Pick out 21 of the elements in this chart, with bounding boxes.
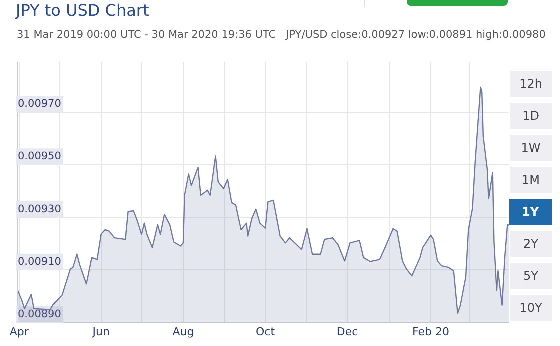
y-tick-label: 0.00890 [18, 308, 62, 321]
text: 1D [510, 103, 552, 129]
y-tick-label: 0.00910 [18, 256, 62, 268]
text: 12h [510, 71, 552, 97]
x-tick-label: Jun [92, 325, 110, 338]
y-tick-label: 0.00930 [18, 203, 62, 216]
y-tick-label: 0.00970 [18, 98, 62, 110]
text: 1M [510, 167, 552, 193]
chart-subtitle: 31 Mar 2019 00:00 UTC - 30 Mar 2020 19:36 UTC JPY/USD close:0.00927 low:0.00891 high:0.00980 [17, 29, 546, 41]
x-tick-label: Oct [256, 325, 276, 338]
x-tick-label: Feb 20 [412, 325, 450, 338]
text: 10Y [510, 295, 552, 321]
text: 2Y [510, 231, 552, 257]
x-tick-label: Aug [172, 325, 194, 338]
x-tick-label: Dec [336, 325, 358, 338]
x-tick-label: Apr [10, 325, 30, 338]
chart-title: JPY to USD Chart [16, 1, 150, 20]
text: 5Y [510, 263, 552, 289]
text: 1W [510, 135, 552, 161]
y-tick-label: 0.00950 [18, 150, 62, 163]
text: 1Y [509, 199, 552, 225]
